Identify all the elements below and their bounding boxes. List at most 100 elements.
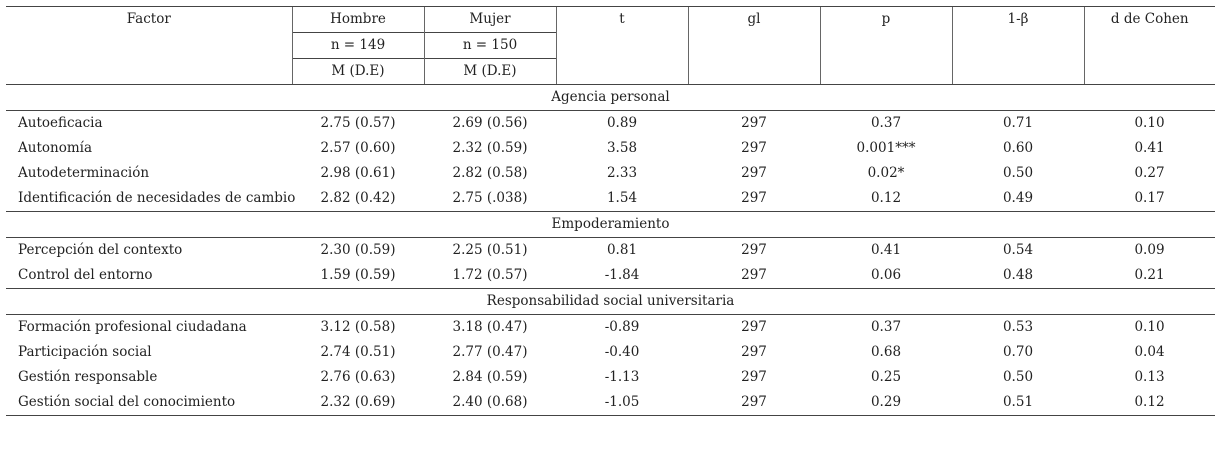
section-header-row: Responsabilidad social universitaria	[6, 288, 1215, 315]
cell-p: 0.37	[870, 115, 902, 131]
cell-hombre: 2.74 (0.51)	[320, 344, 396, 360]
cell-mujer: 2.82 (0.58)	[452, 165, 528, 181]
cell-p: 0.37	[870, 319, 902, 335]
cell-gl: 297	[741, 344, 767, 360]
cell-gl: 297	[741, 369, 767, 385]
cell-mujer: 2.25 (0.51)	[452, 242, 528, 258]
cell-factor: Autoeficacia	[18, 115, 103, 131]
header-row: Factor Hombre Mujer t gl p 1-β d de Cohe…	[6, 6, 1215, 33]
header-factor: Factor	[6, 6, 292, 33]
cell-power: 0.51	[952, 390, 1084, 416]
cell-hombre: 2.98 (0.61)	[320, 165, 396, 181]
cell-hombre: 2.82 (0.42)	[292, 186, 424, 212]
cell-mujer: 2.77 (0.47)	[452, 344, 528, 360]
table-row: Participación social 2.74 (0.51) 2.77 (0.4…	[6, 340, 1215, 365]
cell-hombre: 2.75 (0.57)	[320, 115, 396, 131]
header-row-md: M (D.E) M (D.E)	[6, 58, 1215, 85]
header-cohen-d: d de Cohen	[1083, 6, 1215, 33]
cell-power: 0.71	[1002, 115, 1034, 131]
cell-power: 0.48	[952, 263, 1084, 289]
header-md-mujer: M (D.E)	[423, 58, 556, 85]
cell-gl: 297	[741, 165, 767, 181]
cell-d: 0.27	[1134, 165, 1165, 181]
header-gl: gl	[687, 6, 820, 33]
cell-p: 0.001***	[856, 140, 916, 156]
cell-hombre: 2.57 (0.60)	[320, 140, 396, 156]
cell-gl: 297	[741, 140, 767, 156]
cell-gl: 297	[688, 263, 820, 289]
section-header-row: Agencia personal	[6, 84, 1215, 111]
cell-t: -1.05	[556, 390, 688, 416]
cell-p: 0.12	[820, 186, 952, 212]
table-row: Identificación de necesidades de cambio 2…	[6, 186, 1215, 212]
table-row: Gestión responsable 2.76 (0.63) 2.84 (0.59…	[6, 365, 1215, 390]
header-mujer: Mujer	[423, 6, 556, 33]
cell-t: -1.84	[556, 263, 688, 289]
cell-factor: Formación profesional ciudadana	[18, 319, 247, 335]
cell-d: 0.10	[1134, 319, 1165, 335]
header-t: t	[555, 6, 688, 33]
table-row: Gestión social del conocimiento 2.32 (0.6…	[6, 390, 1215, 416]
cell-p: 0.02*	[867, 165, 905, 181]
header-n-hombre: n = 149	[291, 32, 424, 59]
table-row: Control del entorno 1.59 (0.59) 1.72 (0.57…	[6, 263, 1215, 289]
cell-t: -0.40	[604, 344, 640, 360]
cell-hombre: 3.12 (0.58)	[320, 319, 396, 335]
cell-t: -0.89	[604, 319, 640, 335]
cell-d: 0.17	[1084, 186, 1215, 212]
cell-mujer: 2.75 (.038)	[424, 186, 556, 212]
cell-d: 0.21	[1084, 263, 1215, 289]
cell-mujer: 2.32 (0.59)	[452, 140, 528, 156]
header-n-mujer: n = 150	[423, 32, 556, 59]
cell-d: 0.04	[1134, 344, 1165, 360]
cell-p: 0.41	[870, 242, 902, 258]
cell-gl: 297	[741, 242, 767, 258]
cell-t: 0.89	[606, 115, 638, 131]
cell-mujer: 2.40 (0.68)	[424, 390, 556, 416]
cell-factor: Autodeterminación	[18, 165, 150, 181]
cell-power: 0.53	[1002, 319, 1034, 335]
table-row: Percepción del contexto 2.30 (0.59) 2.25 (…	[6, 238, 1215, 264]
header-power: 1-β	[951, 6, 1084, 33]
cell-d: 0.12	[1084, 390, 1215, 416]
cell-mujer: 3.18 (0.47)	[452, 319, 528, 335]
cell-power: 0.50	[1002, 165, 1034, 181]
cell-hombre: 2.76 (0.63)	[320, 369, 396, 385]
cell-power: 0.54	[1002, 242, 1034, 258]
section-title: Agencia personal	[6, 84, 1215, 111]
header-p: p	[819, 6, 952, 33]
cell-gl: 297	[688, 186, 820, 212]
header-md-hombre: M (D.E)	[291, 58, 424, 85]
cell-p: 0.29	[820, 390, 952, 416]
cell-mujer: 2.69 (0.56)	[452, 115, 528, 131]
cell-t: 0.81	[606, 242, 638, 258]
cell-factor: Gestión responsable	[18, 369, 158, 385]
cell-t: 2.33	[606, 165, 638, 181]
cell-factor: Identificación de necesidades de cambio	[6, 186, 295, 212]
cell-d: 0.09	[1134, 242, 1165, 258]
cell-factor: Participación social	[18, 344, 152, 360]
cell-gl: 297	[741, 115, 767, 131]
cell-factor: Autonomía	[18, 140, 92, 156]
cell-hombre: 2.30 (0.59)	[320, 242, 396, 258]
cell-factor: Control del entorno	[6, 263, 292, 289]
cell-gl: 297	[741, 319, 767, 335]
cell-power: 0.60	[1002, 140, 1034, 156]
section-title: Responsabilidad social universitaria	[6, 288, 1215, 315]
table-row: Formación profesional ciudadana 3.12 (0.5…	[6, 315, 1215, 341]
cell-d: 0.13	[1134, 369, 1165, 385]
header-hombre: Hombre	[291, 6, 424, 33]
cell-mujer: 2.84 (0.59)	[452, 369, 528, 385]
cell-gl: 297	[688, 390, 820, 416]
cell-t: 1.54	[556, 186, 688, 212]
section-header-row: Empoderamiento	[6, 211, 1215, 238]
results-table: Factor Hombre Mujer t gl p 1-β d de Cohe…	[6, 6, 1215, 416]
header-row-n: n = 149 n = 150	[6, 32, 1215, 59]
cell-power: 0.70	[1002, 344, 1034, 360]
table-row: Autoeficacia 2.75 (0.57) 2.69 (0.56) 0.89 29…	[6, 111, 1215, 137]
cell-hombre: 2.32 (0.69)	[292, 390, 424, 416]
cell-p: 0.25	[870, 369, 902, 385]
cell-p: 0.06	[820, 263, 952, 289]
cell-mujer: 1.72 (0.57)	[424, 263, 556, 289]
table-row: Autonomía 2.57 (0.60) 2.32 (0.59) 3.58 297 0.…	[6, 136, 1215, 161]
